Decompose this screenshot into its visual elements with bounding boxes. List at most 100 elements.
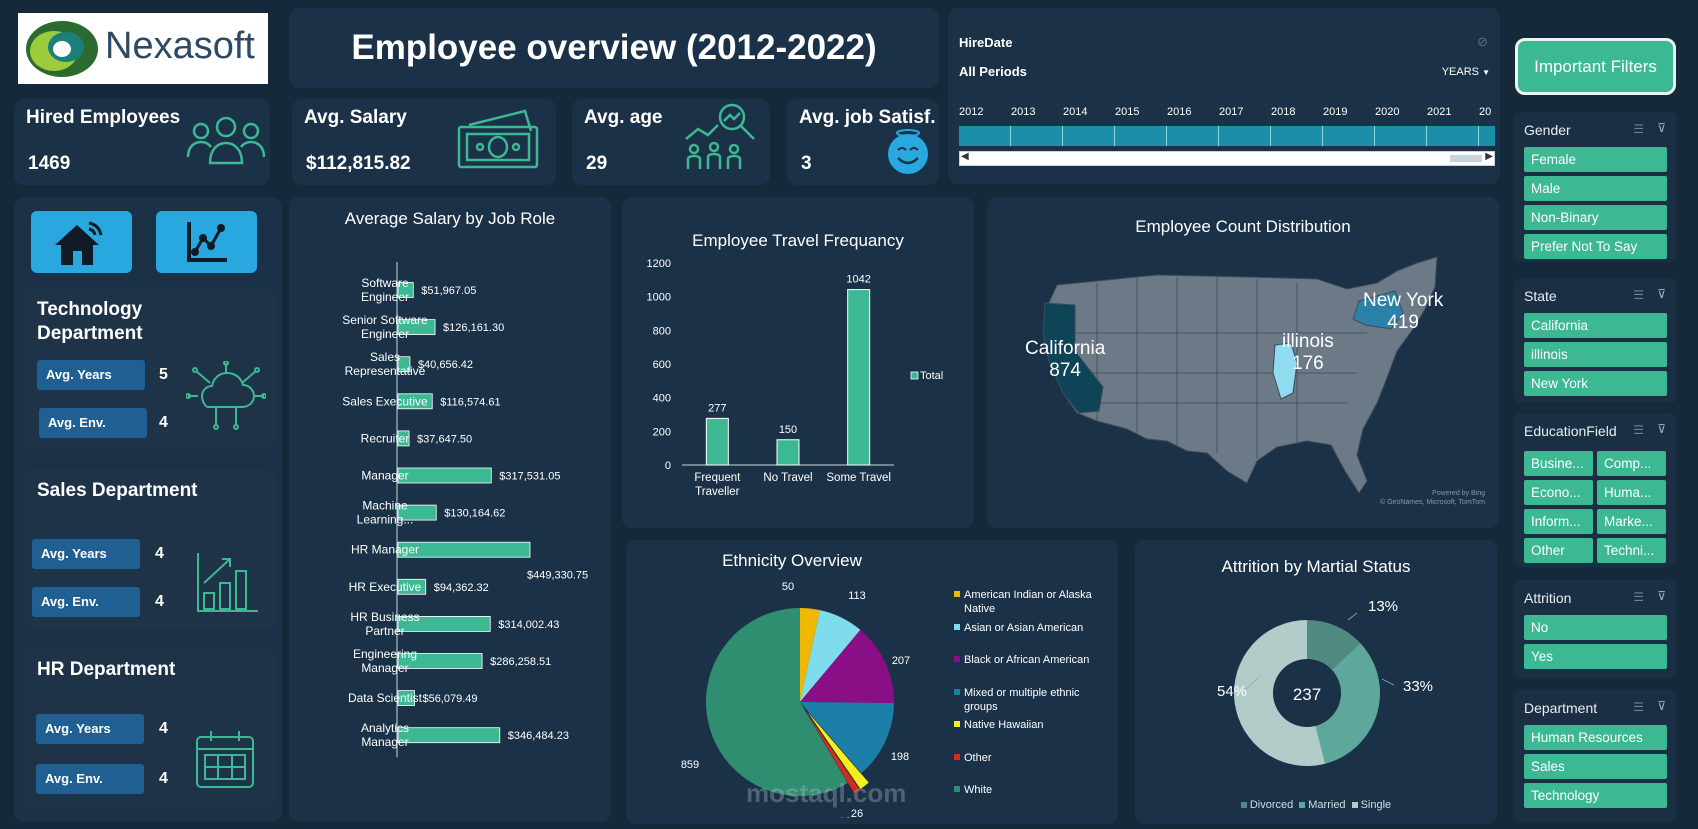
department-title: Technology Department xyxy=(37,298,143,346)
ethnicity-legend-item: Asian or Asian American xyxy=(954,621,1114,635)
home-button[interactable] xyxy=(31,211,132,273)
slicer-item-department[interactable]: Human Resources xyxy=(1524,725,1667,750)
watermark: mostaql.com xyxy=(746,778,907,808)
timeline-year-label[interactable]: 2020 xyxy=(1375,106,1400,118)
legend-label-line1: Mixed or multiple ethnic xyxy=(964,686,1080,699)
slicer-item-education[interactable]: Inform... xyxy=(1524,509,1593,534)
slicer-item-attrition[interactable]: No xyxy=(1524,615,1667,640)
ethnicity-slice xyxy=(706,608,848,796)
timeline-scrollbar[interactable]: ◀ ▶ xyxy=(959,151,1495,166)
department-title-line1: Technology xyxy=(37,299,143,320)
salary-bar xyxy=(397,393,433,410)
slicer-item-education[interactable]: Marke... xyxy=(1597,509,1666,534)
state-new-york xyxy=(1352,290,1404,330)
timeline-year-label[interactable]: 2019 xyxy=(1323,106,1348,118)
travel-y-tick: 600 xyxy=(653,359,671,371)
slicer-item-state[interactable]: California xyxy=(1524,313,1667,338)
logo-card: Nexasoft xyxy=(18,13,268,84)
slicer-item-education[interactable]: Comp... xyxy=(1597,451,1666,476)
salary-role-label: Engineer xyxy=(361,327,409,341)
timeline-unit-select[interactable]: YEARS ▼ xyxy=(1442,66,1490,78)
travel-y-tick: 200 xyxy=(653,426,671,438)
hiredate-timeline[interactable]: HireDate ⊘ All Periods YEARS ▼ 2012 2013 2… xyxy=(948,8,1500,184)
money-icon xyxy=(457,109,539,169)
legend-swatch xyxy=(954,591,960,597)
clear-filter-icon[interactable]: ⊽ xyxy=(1657,422,1666,436)
slicer-item-gender[interactable]: Female xyxy=(1524,147,1667,172)
scroll-left-icon[interactable]: ◀ xyxy=(961,151,969,162)
timeline-year-label[interactable]: 2016 xyxy=(1167,106,1192,118)
avg-years-value: 4 xyxy=(155,545,164,562)
salary-bar xyxy=(397,319,436,335)
legend-swatch xyxy=(954,656,960,662)
timeline-year-label[interactable]: 2018 xyxy=(1271,106,1296,118)
avg-years-label: Avg. Years xyxy=(36,714,144,744)
slicer-item-education[interactable]: Busine... xyxy=(1524,451,1593,476)
clear-filter-icon[interactable]: ⊽ xyxy=(1657,121,1666,135)
travel-y-tick: 1000 xyxy=(647,292,671,304)
attrition-total-label: 237 xyxy=(1293,685,1321,704)
timeline-year-label[interactable]: 2014 xyxy=(1063,106,1088,118)
slicer-item-department[interactable]: Technology xyxy=(1524,783,1667,808)
clear-filter-icon[interactable]: ⊽ xyxy=(1657,699,1666,713)
scroll-right-icon[interactable]: ▶ xyxy=(1485,151,1493,162)
attrition-legend-item: Single xyxy=(1351,799,1391,811)
slicer-item-department[interactable]: Sales xyxy=(1524,754,1667,779)
legend-label-line2: groups xyxy=(964,700,998,713)
salary-bar xyxy=(397,467,492,484)
ethnicity-slice xyxy=(800,608,820,702)
clear-filter-icon[interactable]: ⊽ xyxy=(1657,589,1666,603)
sales-department-card: Sales Department Avg. Years 4 Avg. Env. … xyxy=(23,469,276,629)
ethnicity-value-label: 26 xyxy=(851,808,863,818)
slicer-item-state[interactable]: illinois xyxy=(1524,342,1667,367)
travel-value-label: 1042 xyxy=(846,274,870,286)
multi-select-icon[interactable]: ☰ xyxy=(1633,590,1644,604)
clear-filter-icon[interactable]: ⊘ xyxy=(1477,34,1488,49)
legend-label-line1: Native Hawaiian xyxy=(964,719,1044,731)
salary-role-label: Manager xyxy=(361,469,408,483)
slicer-item-state[interactable]: New York xyxy=(1524,371,1667,396)
timeline-year-label[interactable]: 2012 xyxy=(959,106,984,118)
analytics-button[interactable] xyxy=(156,211,257,273)
salary-role-label: HR Manager xyxy=(351,543,419,557)
travel-category-label: Some Travel xyxy=(826,472,891,484)
legend-swatch xyxy=(1351,802,1358,808)
salary-value-label: $286,258.51 xyxy=(490,656,551,668)
travel-y-tick: 1200 xyxy=(647,258,671,270)
attrition-chart-card: Attrition by Martial Status 237 13% 33% 54%… xyxy=(1135,540,1497,824)
timeline-bar[interactable] xyxy=(959,126,1495,146)
slicer-item-gender[interactable]: Male xyxy=(1524,176,1667,201)
timeline-year-label[interactable]: 2017 xyxy=(1219,106,1244,118)
salary-bar xyxy=(397,727,501,744)
kpi-avg-age: Avg. age 29 xyxy=(572,99,770,185)
slicer-item-gender[interactable]: Non-Binary xyxy=(1524,205,1667,230)
ethnicity-pie-chart: 50 113 207 198 2616 859 xyxy=(681,581,910,818)
slicer-item-gender[interactable]: Prefer Not To Say xyxy=(1524,234,1667,259)
clear-filter-icon[interactable]: ⊽ xyxy=(1657,287,1666,301)
timeline-year-label[interactable]: 2021 xyxy=(1427,106,1452,118)
important-filters-button[interactable]: Important Filters xyxy=(1515,38,1676,95)
multi-select-icon[interactable]: ☰ xyxy=(1633,700,1644,714)
slicer-item-education[interactable]: Other xyxy=(1524,538,1593,563)
calendar-icon xyxy=(196,731,254,788)
travel-value-label: 150 xyxy=(779,424,797,436)
map-label-illinois: illinois 176 xyxy=(1282,331,1334,375)
timeline-year-label[interactable]: 20 xyxy=(1479,106,1492,118)
slicer-title: Gender xyxy=(1524,122,1571,138)
multi-select-icon[interactable]: ☰ xyxy=(1633,288,1644,302)
avg-env-value: 4 xyxy=(155,593,164,610)
timeline-year-label[interactable]: 2013 xyxy=(1011,106,1036,118)
slicer-item-education[interactable]: Huma... xyxy=(1597,480,1666,505)
salary-bar xyxy=(397,356,411,373)
slicer-item-education[interactable]: Techni... xyxy=(1597,538,1666,563)
travel-y-tick: 400 xyxy=(653,393,671,405)
kpi-avg-salary: Avg. Salary $112,815.82 xyxy=(292,99,556,185)
multi-select-icon[interactable]: ☰ xyxy=(1633,423,1644,437)
ethnicity-legend-item: Black or African American xyxy=(954,653,1114,667)
slicer-item-education[interactable]: Econo... xyxy=(1524,480,1593,505)
multi-select-icon[interactable]: ☰ xyxy=(1633,122,1644,136)
salary-bar xyxy=(397,690,415,707)
slicer-item-attrition[interactable]: Yes xyxy=(1524,644,1667,669)
travel-legend-label: Total xyxy=(920,370,943,382)
timeline-year-label[interactable]: 2015 xyxy=(1115,106,1140,118)
